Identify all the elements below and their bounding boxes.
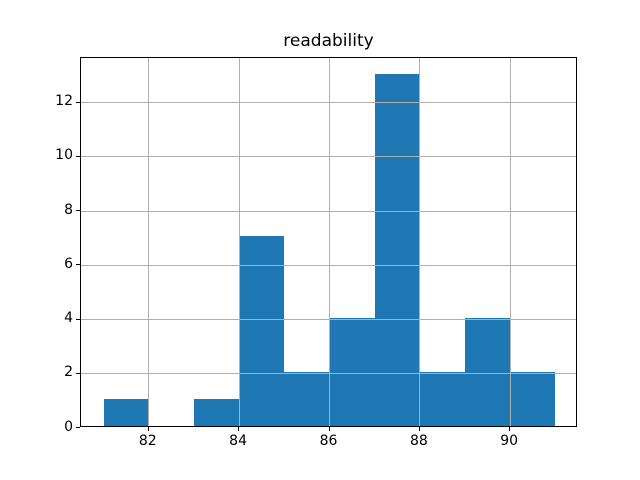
y-tick-label: 10 [55,147,73,164]
y-tick-mark [76,101,80,103]
histogram-bar [465,317,511,426]
plot-area [80,57,577,427]
grid-line-vertical [238,58,240,426]
y-tick-mark [76,264,80,266]
histogram-bar [194,398,240,426]
x-tick-label: 82 [138,433,157,449]
grid-line-horizontal [81,319,576,321]
y-tick-mark [76,318,80,320]
y-tick-mark [76,155,80,157]
histogram-bar [239,236,285,426]
histogram-bar [103,398,149,426]
y-tick-label: 12 [55,93,73,110]
y-tick-mark [76,427,80,428]
grid-line-vertical [419,58,421,426]
chart-title: readability [283,31,374,51]
x-tick-mark [328,427,330,431]
grid-line-horizontal [81,156,576,158]
histogram-bar [284,371,330,426]
y-tick-label: 6 [64,255,73,272]
y-tick-mark [76,372,80,374]
histogram-bar [329,317,375,426]
histogram-bar [510,371,556,426]
x-tick-label: 90 [500,433,519,449]
x-tick-label: 88 [409,433,428,449]
grid-line-horizontal [81,373,576,375]
x-tick-mark [418,427,420,431]
grid-line-vertical [329,58,330,426]
grid-line-vertical [148,58,150,426]
y-tick-label: 8 [64,201,73,218]
x-tick-mark [509,427,511,431]
histogram-bar [374,73,420,426]
grid-line-horizontal [81,210,576,212]
y-tick-mark [76,210,80,212]
x-tick-mark [238,427,240,431]
grid-line-horizontal [81,264,576,266]
x-tick-label: 86 [319,433,338,449]
histogram-bar [419,371,466,426]
plot-inner [81,58,576,426]
y-tick-label: 4 [64,310,73,327]
x-tick-label: 84 [229,433,247,449]
grid-line-horizontal [81,102,576,104]
grid-line-vertical [509,58,511,426]
x-tick-mark [147,427,149,431]
y-tick-label: 2 [64,364,73,381]
y-tick-label: 0 [64,418,73,435]
